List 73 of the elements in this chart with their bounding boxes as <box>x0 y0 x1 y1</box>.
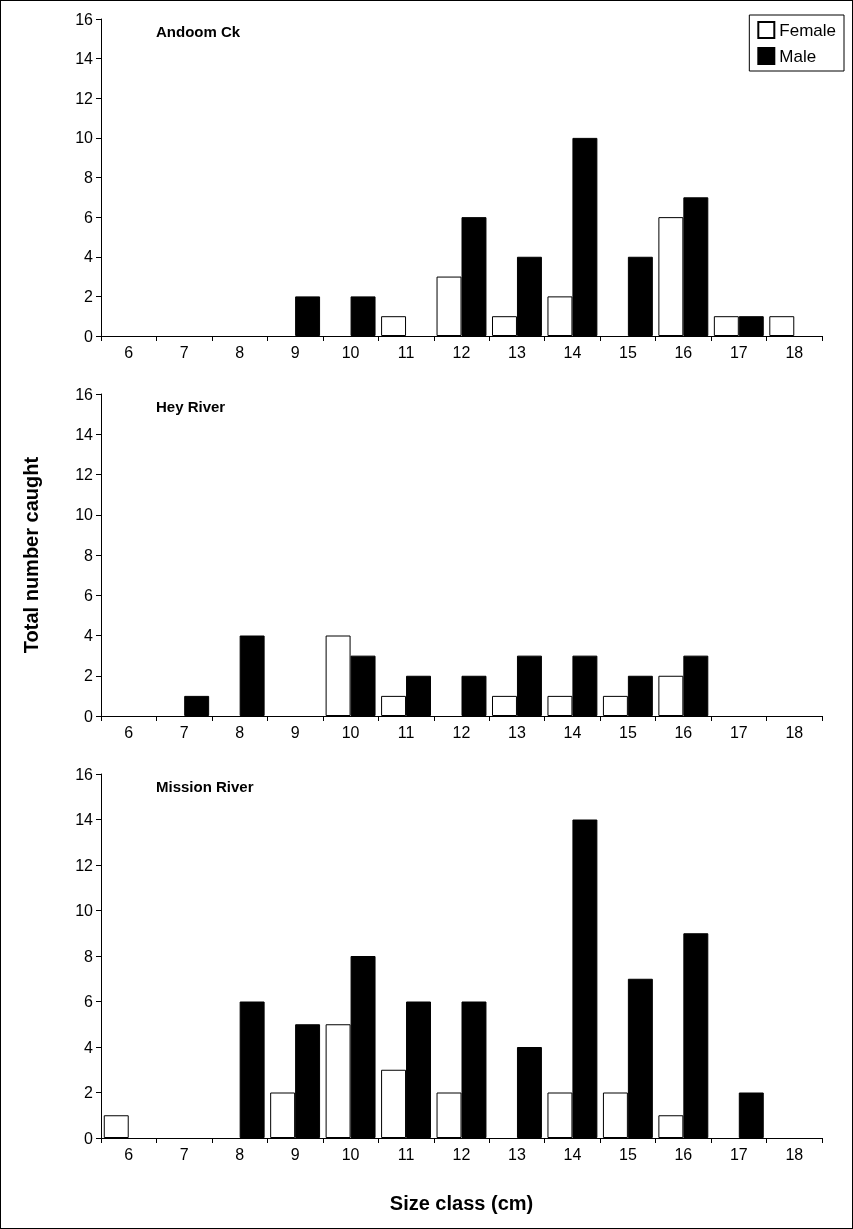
y-tick-label: 8 <box>84 947 94 965</box>
y-tick-label: 14 <box>75 811 94 828</box>
x-tick-label: 18 <box>785 1145 804 1163</box>
x-tick-label: 8 <box>235 723 245 741</box>
y-tick-label: 16 <box>75 765 94 783</box>
legend-label: Male <box>779 46 817 66</box>
y-tick-label: 6 <box>84 993 94 1010</box>
x-tick-label: 6 <box>124 1145 134 1163</box>
x-tick-label: 10 <box>341 343 360 361</box>
y-tick-label: 10 <box>75 129 94 147</box>
x-tick-label: 8 <box>235 343 245 361</box>
y-tick-label: 10 <box>75 902 94 919</box>
y-tick-label: 6 <box>84 586 94 604</box>
y-tick-label: 4 <box>84 627 94 644</box>
x-tick-label: 6 <box>124 723 134 741</box>
y-tick-label: 2 <box>84 667 94 685</box>
x-tick-label: 16 <box>674 723 693 741</box>
x-tick-label: 9 <box>290 343 300 361</box>
x-tick-label: 16 <box>674 343 693 361</box>
x-tick-label: 14 <box>563 1145 582 1163</box>
y-tick-label: 16 <box>75 385 94 403</box>
x-tick-label: 12 <box>452 1145 471 1163</box>
y-tick-label: 12 <box>75 89 94 107</box>
y-tick-label: 2 <box>84 1084 94 1101</box>
x-tick-label: 13 <box>508 343 526 361</box>
x-tick-label: 17 <box>729 1145 748 1163</box>
y-tick-label: 0 <box>84 1129 94 1147</box>
y-tick-label: 4 <box>84 248 94 266</box>
y-tick-label: 14 <box>75 425 94 443</box>
y-tick-label: 12 <box>75 856 94 874</box>
x-tick-label: 13 <box>508 723 526 741</box>
x-tick-label: 18 <box>785 723 804 741</box>
x-tick-label: 7 <box>179 723 189 741</box>
x-tick-label: 12 <box>452 723 471 741</box>
y-tick-label: 2 <box>84 287 94 305</box>
y-tick-label: 8 <box>84 169 94 186</box>
x-tick-label: 15 <box>618 723 637 741</box>
y-tick-label: 10 <box>75 506 94 524</box>
x-tick-label: 7 <box>179 343 189 361</box>
x-tick-label: 9 <box>290 1145 300 1163</box>
x-tick-label: 10 <box>341 1145 360 1163</box>
x-tick-label: 17 <box>729 343 748 361</box>
legend-label: Female <box>779 20 836 40</box>
x-tick-label: 15 <box>618 1145 637 1163</box>
chart-title: Hey River <box>156 398 226 415</box>
x-tick-label: 13 <box>508 1145 526 1163</box>
x-tick-label: 12 <box>452 343 471 361</box>
y-tick-label: 16 <box>75 10 94 28</box>
y-axis-title: Total number caught <box>20 456 42 654</box>
x-tick-label: 7 <box>179 1145 189 1163</box>
x-tick-label: 6 <box>124 343 134 361</box>
y-tick-label: 12 <box>75 466 94 483</box>
x-tick-label: 8 <box>235 1145 245 1163</box>
chart-title: Andoom Ck <box>156 23 241 40</box>
y-tick-label: 0 <box>84 707 94 725</box>
x-tick-label: 14 <box>563 723 582 741</box>
x-tick-label: 11 <box>397 343 415 361</box>
x-tick-label: 15 <box>618 343 637 361</box>
y-tick-label: 4 <box>84 1038 94 1056</box>
x-tick-label: 10 <box>341 723 360 741</box>
chart-title: Mission River <box>156 778 254 795</box>
y-tick-label: 8 <box>84 546 94 564</box>
x-axis-title: Size class (cm) <box>389 1192 534 1214</box>
x-tick-label: 14 <box>563 343 582 361</box>
x-tick-label: 9 <box>290 723 300 741</box>
y-tick-label: 0 <box>84 327 94 345</box>
x-tick-label: 16 <box>674 1145 693 1163</box>
y-tick-label: 14 <box>75 50 94 68</box>
y-tick-label: 6 <box>84 208 94 226</box>
x-tick-label: 18 <box>785 343 804 361</box>
x-tick-label: 11 <box>397 723 415 741</box>
x-tick-label: 17 <box>729 723 748 741</box>
x-tick-label: 11 <box>397 1145 415 1163</box>
